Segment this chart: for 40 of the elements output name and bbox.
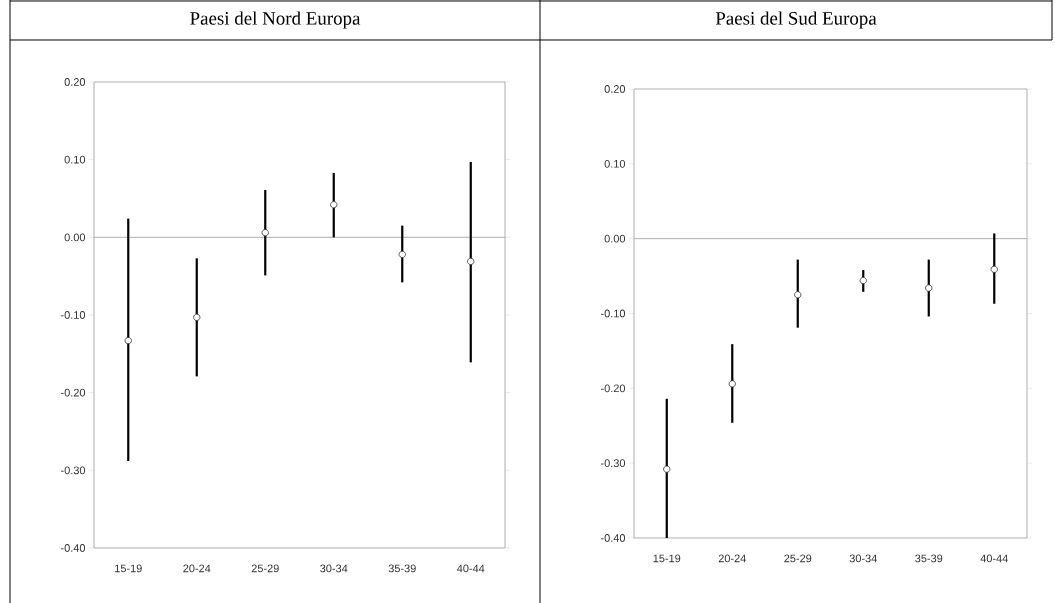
y-tick-label: 0.20 [64, 78, 86, 86]
y-tick-label: 0.00 [604, 234, 626, 243]
chart-title: Paesi del Sud Europa [715, 11, 877, 29]
point [124, 337, 132, 345]
x-tick-label: 20-24 [718, 554, 746, 563]
point [859, 276, 867, 285]
point [330, 201, 338, 209]
x-tick-label: 35-39 [915, 554, 943, 563]
y-tick-label: -0.40 [61, 544, 86, 552]
x-tick-label: 25-29 [251, 564, 279, 573]
x-tick-label: 30-34 [849, 554, 877, 563]
point [990, 265, 998, 273]
point [467, 257, 475, 265]
x-tick-label: 30-34 [320, 564, 348, 573]
y-tick-label: 0.10 [64, 155, 86, 164]
y-tick-label: -0.40 [601, 534, 626, 542]
chart-title: Paesi del Nord Europa [190, 11, 361, 29]
y-tick-label: 0.10 [604, 159, 626, 168]
y-tick-label: -0.20 [61, 388, 86, 397]
point [261, 229, 269, 237]
x-tick-label: 25-29 [784, 554, 812, 563]
point [794, 291, 802, 299]
y-tick-label: -0.20 [601, 384, 626, 393]
point [925, 284, 933, 292]
y-tick-label: -0.30 [601, 459, 626, 468]
y-tick-label: 0.00 [64, 233, 86, 242]
point [728, 380, 736, 388]
x-tick-label: 35-39 [388, 564, 416, 573]
y-tick-label: -0.10 [601, 309, 626, 318]
y-tick-label: -0.30 [61, 466, 86, 475]
y-tick-label: -0.10 [61, 311, 86, 319]
x-tick-label: 40-44 [456, 564, 485, 573]
x-tick-label: 40-44 [980, 554, 1008, 563]
point [193, 313, 201, 321]
point [398, 250, 406, 259]
point [663, 465, 671, 473]
x-tick-label: 20-24 [183, 564, 211, 573]
x-tick-label: 15-19 [115, 564, 142, 573]
y-tick-label: 0.20 [604, 85, 626, 93]
x-tick-label: 15-19 [653, 554, 681, 563]
